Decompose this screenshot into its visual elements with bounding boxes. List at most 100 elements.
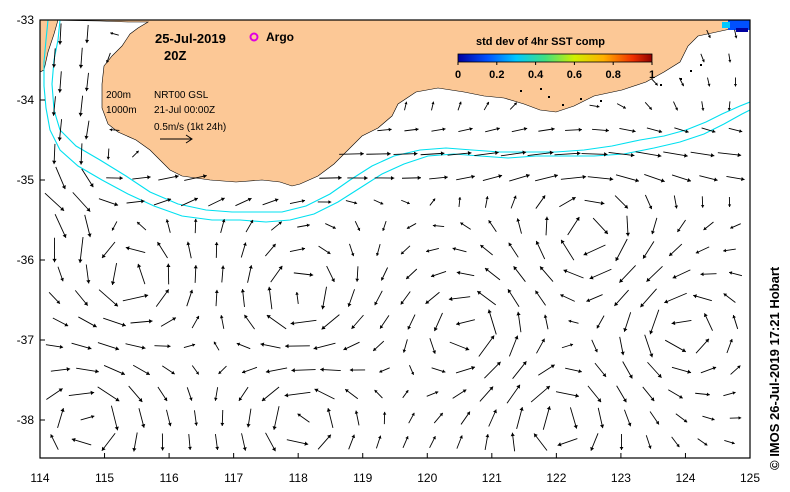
current-arrow — [700, 196, 705, 208]
current-arrow — [671, 320, 692, 326]
current-arrow — [71, 437, 92, 446]
colorbar-ticks: 0 0.2 0.4 0.6 0.8 1 — [455, 62, 655, 81]
current-arrow — [535, 195, 546, 209]
current-arrow — [449, 341, 470, 351]
current-arrow — [97, 386, 120, 402]
current-arrow — [218, 365, 227, 375]
y-tick-label: -35 — [17, 173, 35, 187]
current-arrow — [184, 174, 207, 181]
current-arrow — [78, 316, 97, 328]
current-arrow — [592, 217, 609, 235]
current-arrow — [162, 365, 175, 375]
current-arrow — [479, 386, 494, 402]
current-arrow — [430, 271, 447, 278]
colorbar — [457, 53, 653, 63]
current-arrow — [538, 364, 555, 376]
current-arrow — [728, 127, 743, 133]
current-arrow — [52, 317, 69, 327]
current-arrow — [619, 433, 624, 451]
current-arrow — [326, 265, 335, 283]
current-arrow — [48, 291, 61, 305]
current-arrow — [567, 216, 580, 236]
current-arrow — [485, 196, 489, 208]
current-arrow — [191, 365, 200, 375]
current-arrow — [132, 175, 151, 180]
current-arrow — [560, 239, 575, 261]
current-arrow — [690, 151, 715, 158]
current-arrow — [717, 152, 742, 158]
current-arrow — [538, 127, 555, 132]
current-arrow — [157, 241, 168, 259]
current-arrow — [664, 292, 687, 304]
current-arrow — [568, 319, 579, 324]
current-arrow — [625, 215, 631, 237]
current-arrow — [74, 290, 89, 306]
current-arrow — [374, 389, 383, 399]
current-arrow — [533, 433, 548, 451]
current-arrow — [487, 309, 497, 335]
current-arrow — [374, 175, 395, 181]
current-arrow — [345, 200, 358, 205]
x-tick-label: 120 — [417, 471, 437, 485]
current-arrow — [295, 291, 299, 305]
current-arrow — [429, 198, 436, 206]
x-tick-label: 123 — [611, 471, 631, 485]
current-arrow — [193, 265, 198, 283]
current-arrow — [649, 309, 660, 335]
current-arrow — [727, 196, 732, 208]
current-arrow — [646, 266, 663, 282]
current-arrow — [426, 248, 439, 253]
current-arrow — [703, 221, 714, 231]
current-arrow — [509, 102, 518, 110]
current-arrow — [110, 262, 118, 286]
x-tick-label: 125 — [740, 471, 760, 485]
current-arrow — [220, 265, 225, 283]
current-arrow — [103, 317, 126, 327]
current-arrow — [644, 174, 665, 183]
current-arrow — [220, 219, 226, 233]
current-arrow — [673, 195, 678, 209]
current-arrow — [404, 101, 408, 111]
current-arrow — [543, 314, 549, 330]
current-arrow — [235, 197, 252, 207]
current-arrow — [508, 242, 519, 258]
current-arrow — [193, 218, 198, 234]
current-arrow — [183, 343, 196, 349]
current-arrow — [677, 219, 686, 233]
x-tick-label: 124 — [675, 471, 695, 485]
colorbar-tick-label: 0.4 — [528, 69, 544, 81]
current-arrow — [458, 127, 473, 132]
current-arrow — [516, 218, 522, 234]
current-arrow — [166, 409, 172, 427]
colorbar-title: std dev of 4hr SST comp — [476, 36, 605, 48]
current-arrow — [485, 127, 500, 133]
current-arrow — [76, 367, 99, 374]
current-arrow — [728, 271, 743, 277]
current-arrow — [447, 151, 472, 156]
current-arrow — [474, 150, 499, 157]
current-arrow — [701, 101, 705, 111]
current-arrow — [510, 195, 517, 209]
current-arrow — [326, 407, 334, 429]
current-arrow — [663, 151, 688, 158]
current-arrow — [614, 195, 629, 209]
current-arrow — [420, 151, 445, 156]
current-arrow — [513, 266, 526, 282]
current-arrow — [293, 272, 314, 277]
current-arrow — [372, 340, 385, 352]
current-arrow — [320, 286, 327, 310]
current-arrow — [57, 408, 65, 428]
current-arrow — [488, 219, 497, 233]
info-depth-200: 200m — [106, 90, 131, 101]
current-arrow — [349, 368, 366, 372]
current-arrow — [608, 152, 635, 158]
current-arrow — [723, 248, 736, 253]
current-arrow — [734, 29, 738, 39]
current-arrow — [166, 263, 171, 285]
current-arrow — [594, 362, 607, 378]
current-arrow — [727, 101, 731, 111]
current-arrow — [645, 435, 652, 449]
current-arrow — [50, 367, 71, 372]
current-arrow — [219, 315, 225, 329]
current-arrow — [101, 241, 116, 259]
